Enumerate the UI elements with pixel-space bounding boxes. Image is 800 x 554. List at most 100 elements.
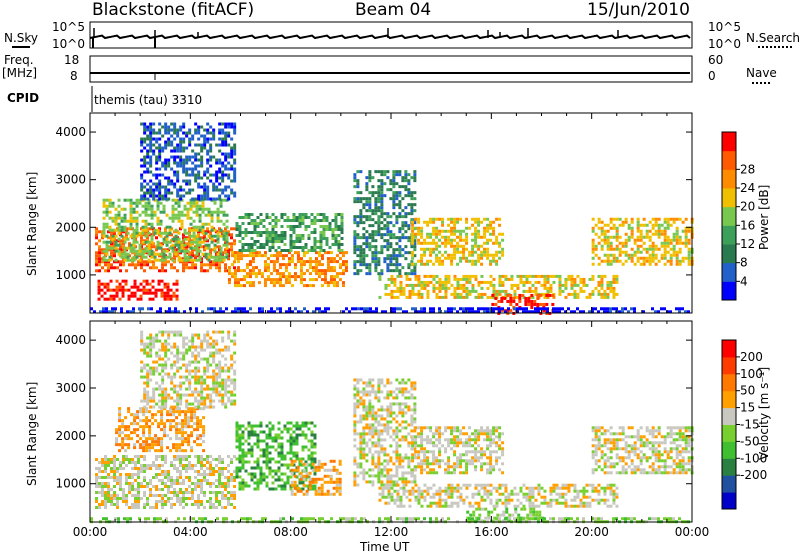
power-cell bbox=[387, 283, 391, 287]
power-cell bbox=[90, 307, 93, 311]
power-cell bbox=[684, 310, 687, 314]
power-cell bbox=[197, 170, 201, 174]
power-cell bbox=[207, 252, 211, 256]
power-cell bbox=[129, 213, 133, 217]
power-cell bbox=[238, 216, 242, 219]
power-cell bbox=[268, 237, 272, 240]
power-cell bbox=[672, 244, 676, 248]
velocity-cell bbox=[176, 455, 180, 458]
power-cell bbox=[444, 277, 448, 281]
power-cell bbox=[377, 194, 381, 198]
velocity-cell bbox=[131, 494, 135, 497]
power-cell bbox=[142, 285, 146, 289]
power-cell bbox=[204, 207, 208, 211]
power-cell bbox=[256, 240, 260, 243]
freq-box bbox=[89, 55, 693, 83]
power-cell bbox=[543, 292, 547, 296]
power-cell bbox=[666, 238, 670, 242]
velocity-cell bbox=[221, 470, 225, 473]
velocity-cell bbox=[157, 425, 161, 429]
power-cell bbox=[387, 277, 391, 281]
power-cell bbox=[304, 246, 308, 249]
velocity-cell bbox=[170, 485, 174, 488]
power-cell bbox=[174, 243, 178, 247]
power-cell bbox=[218, 128, 222, 132]
power-cell bbox=[168, 216, 172, 220]
power-cell bbox=[322, 249, 326, 252]
power-cell bbox=[312, 310, 315, 314]
power-cell bbox=[687, 229, 691, 233]
power-cell bbox=[438, 283, 442, 287]
velocity-cell bbox=[160, 419, 164, 423]
power-cell bbox=[474, 289, 478, 293]
power-cell bbox=[183, 213, 187, 217]
power-cell bbox=[380, 173, 384, 177]
power-cell bbox=[666, 235, 670, 239]
power-cell bbox=[374, 221, 378, 225]
power-cell bbox=[177, 231, 181, 235]
power-cell bbox=[359, 245, 363, 249]
power-cell bbox=[325, 243, 329, 246]
velocity-cell bbox=[113, 458, 117, 461]
power-cell bbox=[122, 239, 126, 243]
velocity-cell bbox=[170, 464, 174, 467]
power-cell bbox=[161, 260, 165, 264]
power-cell bbox=[414, 217, 418, 221]
power-cell bbox=[411, 223, 415, 227]
velocity-cell bbox=[136, 416, 140, 420]
velocity-cell bbox=[170, 461, 174, 464]
velocity-cell bbox=[190, 410, 194, 414]
power-cell bbox=[254, 266, 258, 270]
power-cell bbox=[322, 225, 326, 228]
velocity-cell bbox=[121, 419, 125, 423]
power-cell bbox=[179, 155, 183, 159]
power-cell bbox=[203, 254, 207, 258]
power-cell bbox=[248, 284, 252, 288]
power-cell bbox=[444, 295, 448, 299]
power-cell bbox=[429, 217, 433, 221]
power-cell bbox=[450, 232, 454, 236]
power-cell bbox=[194, 164, 198, 168]
velocity-cell bbox=[128, 485, 132, 488]
power-cell bbox=[558, 310, 561, 314]
power-cell bbox=[495, 241, 499, 245]
power-cell bbox=[378, 295, 382, 299]
power-cell bbox=[117, 252, 121, 256]
power-cell bbox=[365, 209, 369, 213]
power-cell bbox=[533, 299, 537, 303]
velocity-cell bbox=[131, 461, 135, 464]
power-cell bbox=[317, 254, 321, 258]
velocity-cell bbox=[152, 372, 156, 376]
power-cell bbox=[319, 219, 323, 222]
power-cell bbox=[182, 149, 186, 153]
power-cell bbox=[218, 176, 222, 180]
velocity-cell bbox=[215, 494, 219, 497]
power-cell bbox=[383, 212, 387, 216]
power-cell bbox=[477, 217, 481, 221]
velocity-cell bbox=[155, 369, 159, 373]
power-cell bbox=[207, 213, 211, 217]
power-cell bbox=[399, 307, 402, 311]
power-cell bbox=[138, 231, 142, 235]
power-cell bbox=[317, 263, 321, 267]
velocity-cell bbox=[227, 464, 231, 467]
power-cell bbox=[219, 201, 223, 205]
power-cell bbox=[198, 255, 202, 259]
velocity-cell bbox=[196, 434, 200, 438]
velocity-cell bbox=[190, 449, 194, 453]
power-cell bbox=[162, 240, 166, 244]
power-cell bbox=[423, 262, 427, 266]
velocity-cell bbox=[212, 357, 216, 361]
power-cell bbox=[121, 291, 125, 295]
power-cell bbox=[233, 176, 237, 180]
power-cell bbox=[200, 161, 204, 165]
power-cell bbox=[285, 310, 288, 314]
velocity-cell bbox=[188, 464, 192, 467]
power-cell bbox=[417, 289, 421, 293]
velocity-cell bbox=[149, 491, 153, 494]
power-cell bbox=[474, 232, 478, 236]
power-cell bbox=[291, 310, 294, 314]
power-cell bbox=[543, 283, 547, 287]
power-cell bbox=[332, 257, 336, 261]
power-cell bbox=[606, 244, 610, 248]
